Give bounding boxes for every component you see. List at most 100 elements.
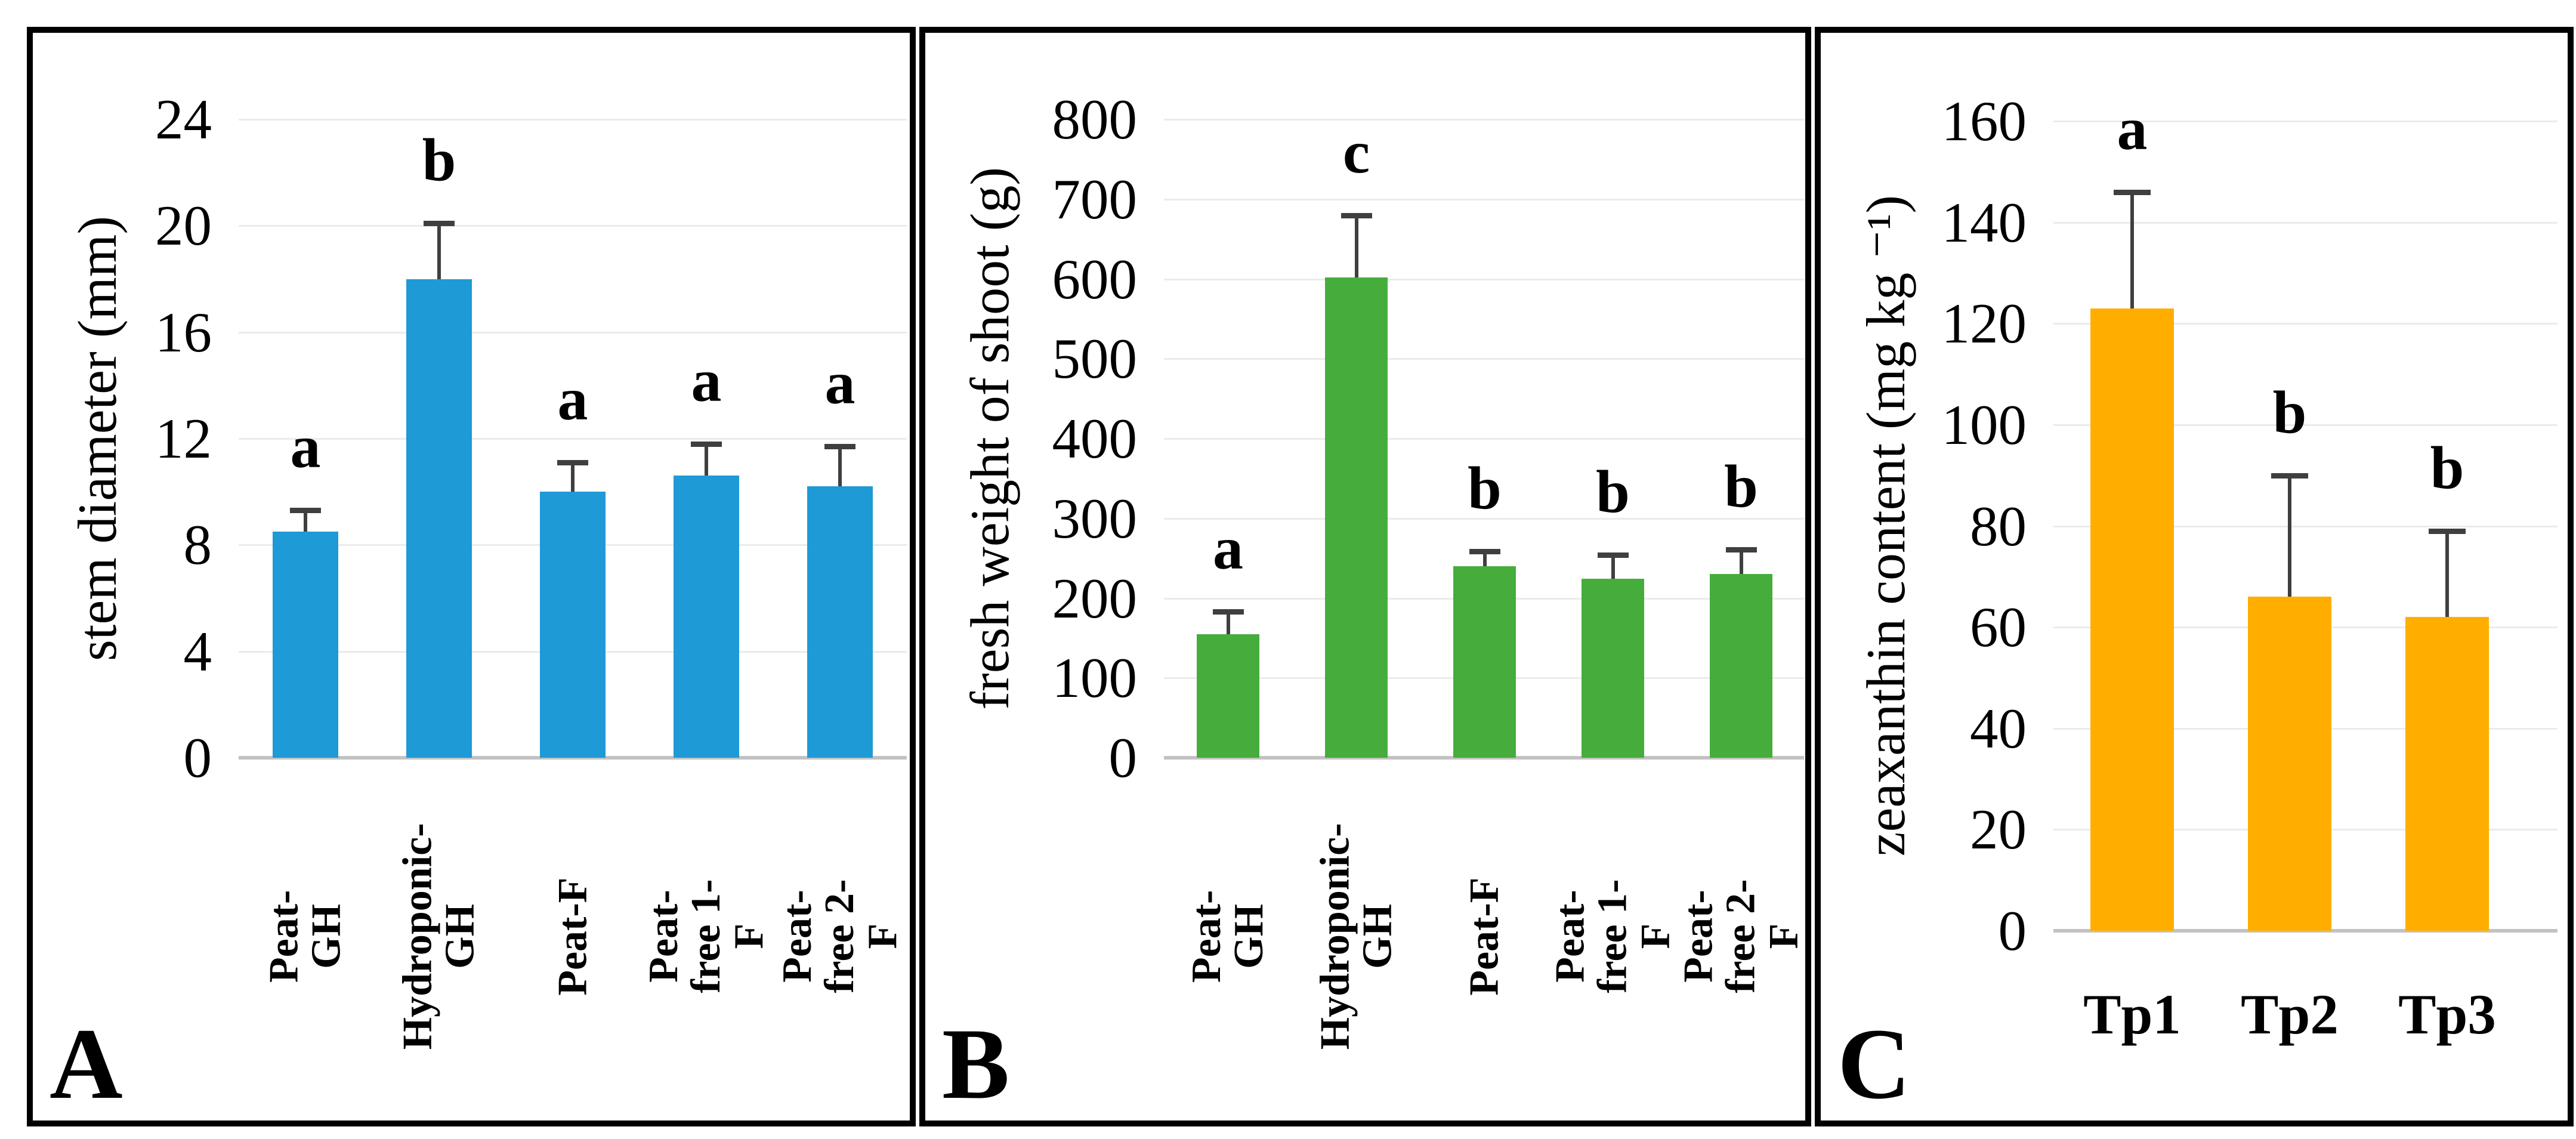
y-tick-label-40: 40	[1970, 696, 2027, 760]
error-bar	[1739, 549, 1743, 575]
x-tick-label-text: Hydroponic- GH	[394, 823, 483, 1050]
panel-a: stem diameter (mm) 0 4 8 12 16 20 24 a Peat- GH b…	[27, 27, 916, 1126]
y-tick-label-20: 20	[1970, 798, 2027, 862]
x-tick-label: Tp1	[2053, 961, 2211, 1068]
gridline-100	[2053, 424, 2558, 426]
significance-letter: a	[1213, 515, 1243, 583]
y-tick-label-300: 300	[1052, 486, 1138, 550]
significance-letter: a	[290, 413, 321, 481]
error-bar	[2445, 530, 2449, 618]
x-tick-label-text: Tp1	[2083, 982, 2181, 1046]
x-tick-label-text: Peat-free 1-F	[1547, 879, 1679, 994]
x-tick-label-text: Hydroponic- GH	[1312, 823, 1401, 1050]
y-tick-label-80: 80	[1970, 494, 2027, 558]
y-tick-label-60: 60	[1970, 595, 2027, 659]
significance-letter: a	[2117, 95, 2148, 163]
bar-tp3	[2405, 617, 2489, 931]
y-tick-label-120: 120	[1941, 292, 2027, 356]
gridline-300	[1164, 517, 1804, 520]
significance-letter: b	[1596, 458, 1630, 526]
x-tick-label: Peat-F	[506, 786, 640, 1087]
gridline-12	[239, 438, 907, 440]
significance-letter: b	[2272, 378, 2307, 446]
x-tick-label: Hydroponic- GH	[1292, 786, 1420, 1087]
gridline-140	[2053, 221, 2558, 224]
gridline-80	[2053, 525, 2558, 527]
panel-letter-b: B	[942, 1008, 1010, 1120]
significance-letter: c	[1342, 118, 1370, 186]
x-tick-label-text: Peat-F	[1461, 877, 1508, 996]
bar-peat--gh	[1197, 634, 1259, 758]
error-bar-cap	[424, 220, 455, 226]
bar-peat-f	[540, 492, 606, 758]
y-tick-label-100: 100	[1052, 646, 1138, 710]
significance-letter: b	[2430, 434, 2464, 502]
y-tick-label-24: 24	[155, 88, 212, 151]
error-bar-cap	[824, 444, 855, 450]
x-tick-label: Peat-F	[1420, 786, 1549, 1087]
error-bar-cap	[2429, 528, 2466, 534]
error-bar-cap	[1597, 552, 1629, 558]
y-tick-label-160: 160	[1941, 89, 2027, 153]
y-tick-label-0: 0	[1998, 899, 2027, 962]
three-panel-bar-figure: stem diameter (mm) 0 4 8 12 16 20 24 a Peat- GH b…	[27, 27, 2574, 1126]
bar-peat-f	[1453, 566, 1516, 758]
panel-b: fresh weight of shoot (g) 0 100 200 300 400 5…	[919, 27, 1811, 1126]
error-bar-cap	[557, 460, 588, 466]
bar-tp1	[2090, 308, 2174, 931]
y-tick-label-12: 12	[155, 407, 212, 470]
significance-letter: b	[1468, 454, 1502, 522]
x-tick-label-text: Peat-F	[549, 877, 596, 996]
x-tick-label: Peat- GH	[239, 786, 372, 1087]
plot-area-a: 0 4 8 12 16 20 24 a Peat- GH b Hydroponic- GH a Peat…	[33, 33, 910, 1121]
y-tick-label-700: 700	[1052, 167, 1138, 231]
x-tick-label-text: Peat- GH	[261, 890, 350, 983]
error-bar	[2130, 192, 2134, 308]
x-tick-label: Tp3	[2368, 961, 2526, 1068]
y-tick-label-400: 400	[1052, 407, 1138, 470]
bar-tp2	[2248, 597, 2331, 931]
bar-hydroponic--gh	[1325, 277, 1388, 758]
gridline-500	[1164, 358, 1804, 360]
x-tick-label-text: Tp2	[2241, 982, 2339, 1046]
bar-hydroponic--gh	[406, 279, 472, 758]
x-tick-label: Peat- GH	[1164, 786, 1292, 1087]
significance-letter: a	[557, 366, 588, 434]
y-tick-label-600: 600	[1052, 247, 1138, 311]
significance-letter: a	[824, 350, 855, 418]
error-bar	[1226, 612, 1230, 634]
significance-letter: b	[1724, 452, 1758, 520]
x-axis-baseline	[239, 756, 907, 760]
x-tick-label-text: Peat-free 1-F	[640, 879, 772, 994]
x-axis-baseline	[2053, 929, 2558, 933]
y-tick-label-0: 0	[183, 726, 212, 789]
error-bar-cap	[2114, 189, 2151, 195]
gridline-120	[2053, 323, 2558, 325]
error-bar	[1354, 215, 1358, 277]
plot-area-b: 0 100 200 300 400 500 600 700 800 a Peat- GH c Hydro…	[925, 33, 1807, 1121]
y-tick-label-200: 200	[1052, 566, 1138, 630]
plot-area-c: 0 20 40 60 80 100 120 140 160 a Tp1 b Tp2 b Tp3	[1821, 33, 2568, 1121]
error-bar-cap	[290, 508, 321, 514]
error-bar-cap	[691, 441, 722, 447]
significance-letter: a	[691, 347, 722, 415]
x-tick-label-text: Tp3	[2398, 982, 2496, 1046]
gridline-700	[1164, 198, 1804, 200]
x-tick-label: Peat-free 1-F	[640, 786, 773, 1087]
y-tick-label-500: 500	[1052, 327, 1138, 391]
x-tick-label: Peat-free 1-F	[1547, 786, 1679, 1087]
x-tick-label-text: Peat- GH	[1184, 890, 1272, 983]
y-tick-label-0: 0	[1108, 726, 1138, 789]
error-bar-cap	[1212, 609, 1244, 615]
y-tick-label-800: 800	[1052, 88, 1138, 151]
bar-peat-free-2-f	[807, 486, 873, 758]
gridline-800	[1164, 119, 1804, 121]
y-tick-label-100: 100	[1941, 393, 2027, 456]
bar-peat-free-1-f	[674, 476, 739, 758]
panel-letter-a: A	[50, 1008, 123, 1120]
x-tick-label: Hydroponic- GH	[372, 786, 506, 1087]
gridline-400	[1164, 438, 1804, 440]
error-bar	[571, 462, 574, 492]
gridline-160	[2053, 121, 2558, 122]
error-bar	[1482, 551, 1487, 566]
